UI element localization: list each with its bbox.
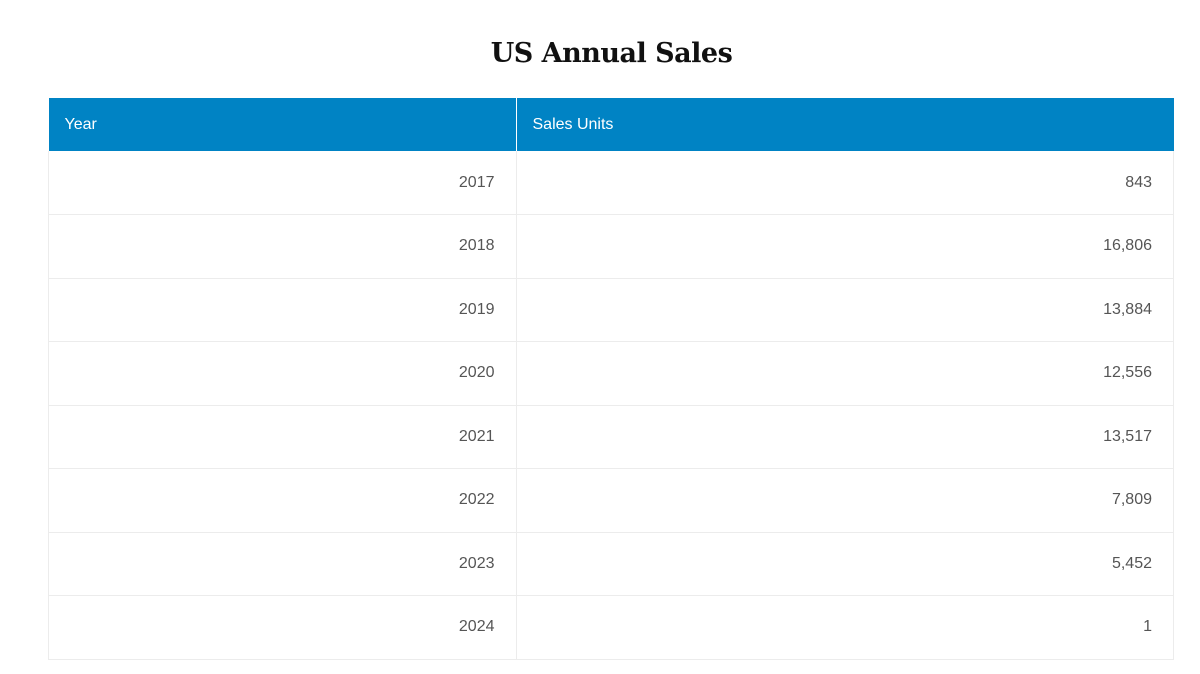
table-row: 2022 7,809 (48, 468, 1174, 532)
cell-sales-units: 843 (515, 151, 1174, 215)
cell-sales-units: 5,452 (515, 532, 1174, 596)
table-row: 2017 843 (48, 151, 1174, 215)
column-header-sales-units: Sales Units (532, 115, 614, 133)
table-row: 2023 5,452 (48, 532, 1174, 596)
cell-sales-units: 13,517 (515, 405, 1174, 469)
sales-table-container: Year Sales Units 2017 843 2018 16,806 20… (48, 98, 1174, 660)
page-title: US Annual Sales (490, 38, 733, 70)
table-body: 2017 843 2018 16,806 2019 13,884 2020 12… (48, 151, 1174, 659)
table-row: 2021 13,517 (48, 405, 1174, 469)
table-row: 2019 13,884 (48, 278, 1174, 342)
table-row: 2020 12,556 (48, 341, 1174, 405)
table-header-row: Year Sales Units (48, 98, 1174, 151)
column-header-year: Year (48, 98, 517, 151)
cell-sales-units: 7,809 (515, 468, 1174, 532)
table-row: 2024 1 (48, 595, 1174, 659)
cell-sales-units: 1 (515, 595, 1174, 659)
cell-sales-units: 13,884 (515, 278, 1174, 342)
cell-year: 2019 (48, 278, 517, 342)
table-row: 2018 16,806 (48, 214, 1174, 278)
cell-sales-units: 16,806 (515, 214, 1174, 278)
cell-year: 2020 (48, 341, 517, 405)
cell-year: 2024 (48, 595, 517, 659)
cell-year: 2023 (48, 532, 517, 596)
table-header: Year Sales Units (48, 98, 1174, 151)
cell-year: 2017 (48, 151, 517, 215)
cell-year: 2021 (48, 405, 517, 469)
cell-sales-units: 12,556 (515, 341, 1174, 405)
cell-year: 2022 (48, 468, 517, 532)
sales-table: Year Sales Units 2017 843 2018 16,806 20… (48, 98, 1174, 660)
cell-year: 2018 (48, 214, 517, 278)
